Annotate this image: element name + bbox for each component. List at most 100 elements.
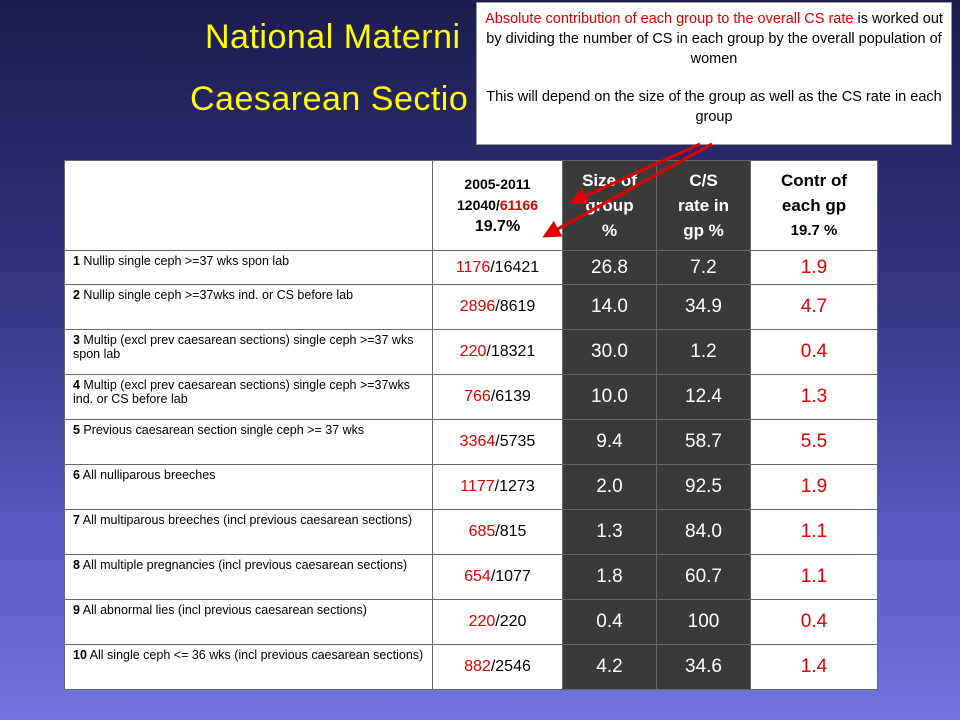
group-total-count: /6139 — [490, 388, 531, 405]
group-contribution: 0.4 — [750, 599, 878, 645]
table-row: 7 All multiparous breeches (incl previou… — [64, 509, 878, 555]
header-contr-l1: Contr of — [780, 171, 848, 190]
group-total-count: /16421 — [490, 258, 540, 276]
group-cs-rate: 100 — [656, 599, 751, 645]
table-header-row: 2005-2011 12040/61166 19.7% Size of grou… — [64, 160, 878, 251]
group-contribution: 1.4 — [750, 644, 878, 690]
group-size-pct: 1.3 — [562, 509, 657, 555]
header-size-cell: Size of group % — [562, 160, 657, 251]
group-size-pct: 0.4 — [562, 599, 657, 645]
group-cs-count: 220 — [459, 343, 487, 360]
group-cs-count: 654 — [464, 568, 491, 585]
group-size-pct: 1.8 — [562, 554, 657, 600]
group-number: 8 — [73, 558, 80, 572]
callout-note: This will depend on the size of the grou… — [486, 89, 942, 125]
table-row: 6 All nulliparous breeches 1177/1273 2.0 92… — [64, 464, 878, 510]
group-contribution: 1.9 — [750, 464, 878, 510]
table-row: 2 Nullip single ceph >=37wks ind. or CS … — [64, 284, 878, 330]
group-cs-count: 3364 — [459, 433, 496, 450]
group-description: 4 Multip (excl prev caesarean sections) … — [64, 374, 433, 420]
group-total-count: /220 — [495, 613, 527, 630]
header-rate-cell: C/S rate in gp % — [656, 160, 751, 251]
group-cs-count: 766 — [464, 388, 491, 405]
header-total-rate: 19.7% — [474, 218, 521, 235]
header-contr-l3: 19.7 % — [790, 222, 838, 239]
group-label: Nullip single ceph >=37 wks spon lab — [79, 254, 290, 268]
group-total-count: /2546 — [490, 658, 531, 675]
group-cs-count: 1177 — [460, 478, 495, 495]
group-description: 3 Multip (excl prev caesarean sections) … — [64, 329, 433, 375]
header-size-l2: group — [585, 196, 634, 215]
group-number: 5 — [73, 423, 80, 437]
group-cs-rate: 34.9 — [656, 284, 751, 330]
group-cs-count: 220 — [468, 613, 496, 630]
callout-box: Absolute contribution of each group to t… — [476, 2, 952, 145]
group-description: 1 Nullip single ceph >=37 wks spon lab — [64, 250, 433, 285]
group-cs-fraction: 1177/1273 — [432, 464, 563, 510]
group-cs-rate: 7.2 — [656, 250, 751, 285]
group-size-pct: 30.0 — [562, 329, 657, 375]
header-total-cell: 2005-2011 12040/61166 19.7% — [432, 160, 563, 251]
group-contribution: 0.4 — [750, 329, 878, 375]
group-cs-rate: 12.4 — [656, 374, 751, 420]
group-contribution: 1.3 — [750, 374, 878, 420]
group-cs-count: 685 — [468, 523, 496, 540]
group-cs-fraction: 2896/8619 — [432, 284, 563, 330]
group-label: All multiple pregnancies (incl previous … — [79, 558, 408, 572]
group-size-pct: 26.8 — [562, 250, 657, 285]
header-total-cs: 12040/ — [457, 197, 500, 213]
table-row: 3 Multip (excl prev caesarean sections) … — [64, 329, 878, 375]
group-number: 1 — [73, 254, 80, 268]
group-label: Nullip single ceph >=37wks ind. or CS be… — [79, 288, 354, 302]
group-number: 9 — [73, 603, 80, 617]
header-total-women: 61166 — [499, 197, 538, 213]
slide-title-line1: National Materni — [205, 18, 461, 56]
group-cs-rate: 92.5 — [656, 464, 751, 510]
group-label: Previous caesarean section single ceph >… — [79, 423, 365, 437]
table-row: 10 All single ceph <= 36 wks (incl previ… — [64, 644, 878, 690]
group-contribution: 4.7 — [750, 284, 878, 330]
group-cs-rate: 84.0 — [656, 509, 751, 555]
group-number: 7 — [73, 513, 80, 527]
group-size-pct: 2.0 — [562, 464, 657, 510]
callout-definition: Absolute contribution of each group to t… — [483, 9, 945, 69]
group-label: All multiparous breeches (incl previous … — [79, 513, 413, 527]
table-row: 5 Previous caesarean section single ceph… — [64, 419, 878, 465]
group-total-count: /1077 — [490, 568, 531, 585]
group-contribution: 5.5 — [750, 419, 878, 465]
group-description: 2 Nullip single ceph >=37wks ind. or CS … — [64, 284, 433, 330]
group-cs-count: 1176 — [455, 258, 491, 276]
header-size-l1: Size of — [582, 171, 637, 190]
group-number: 4 — [73, 378, 80, 392]
group-total-count: /1273 — [494, 478, 535, 495]
group-label: All nulliparous breeches — [79, 468, 216, 482]
group-cs-rate: 34.6 — [656, 644, 751, 690]
header-rate-l2: rate in — [677, 196, 730, 215]
callout-red-text: Absolute contribution of each group to t… — [485, 11, 854, 27]
header-size-l3: % — [601, 221, 618, 240]
group-size-pct: 4.2 — [562, 644, 657, 690]
group-cs-fraction: 220/18321 — [432, 329, 563, 375]
header-rate-l3: gp % — [683, 221, 724, 240]
header-contr-cell: Contr of each gp 19.7 % — [750, 160, 878, 251]
group-contribution: 1.1 — [750, 554, 878, 600]
group-size-pct: 14.0 — [562, 284, 657, 330]
header-total-fraction: 12040/61166 — [433, 195, 562, 216]
group-description: 8 All multiple pregnancies (incl previou… — [64, 554, 433, 600]
group-cs-fraction: 766/6139 — [432, 374, 563, 420]
group-description: 9 All abnormal lies (incl previous caesa… — [64, 599, 433, 645]
slide-title-line2: Caesarean Sectio — [190, 80, 469, 118]
group-total-count: /8619 — [495, 298, 536, 315]
group-number: 2 — [73, 288, 80, 302]
group-label: All abnormal lies (incl previous caesare… — [79, 603, 367, 617]
group-cs-fraction: 654/1077 — [432, 554, 563, 600]
header-blank-cell — [64, 160, 433, 251]
group-number: 3 — [73, 333, 80, 347]
group-size-pct: 10.0 — [562, 374, 657, 420]
callout-rest-text: is worked out by dividing the number of … — [486, 11, 943, 67]
group-total-count: /18321 — [486, 343, 536, 360]
group-contribution: 1.9 — [750, 250, 878, 285]
group-description: 6 All nulliparous breeches — [64, 464, 433, 510]
table-row: 9 All abnormal lies (incl previous caesa… — [64, 599, 878, 645]
group-cs-rate: 1.2 — [656, 329, 751, 375]
